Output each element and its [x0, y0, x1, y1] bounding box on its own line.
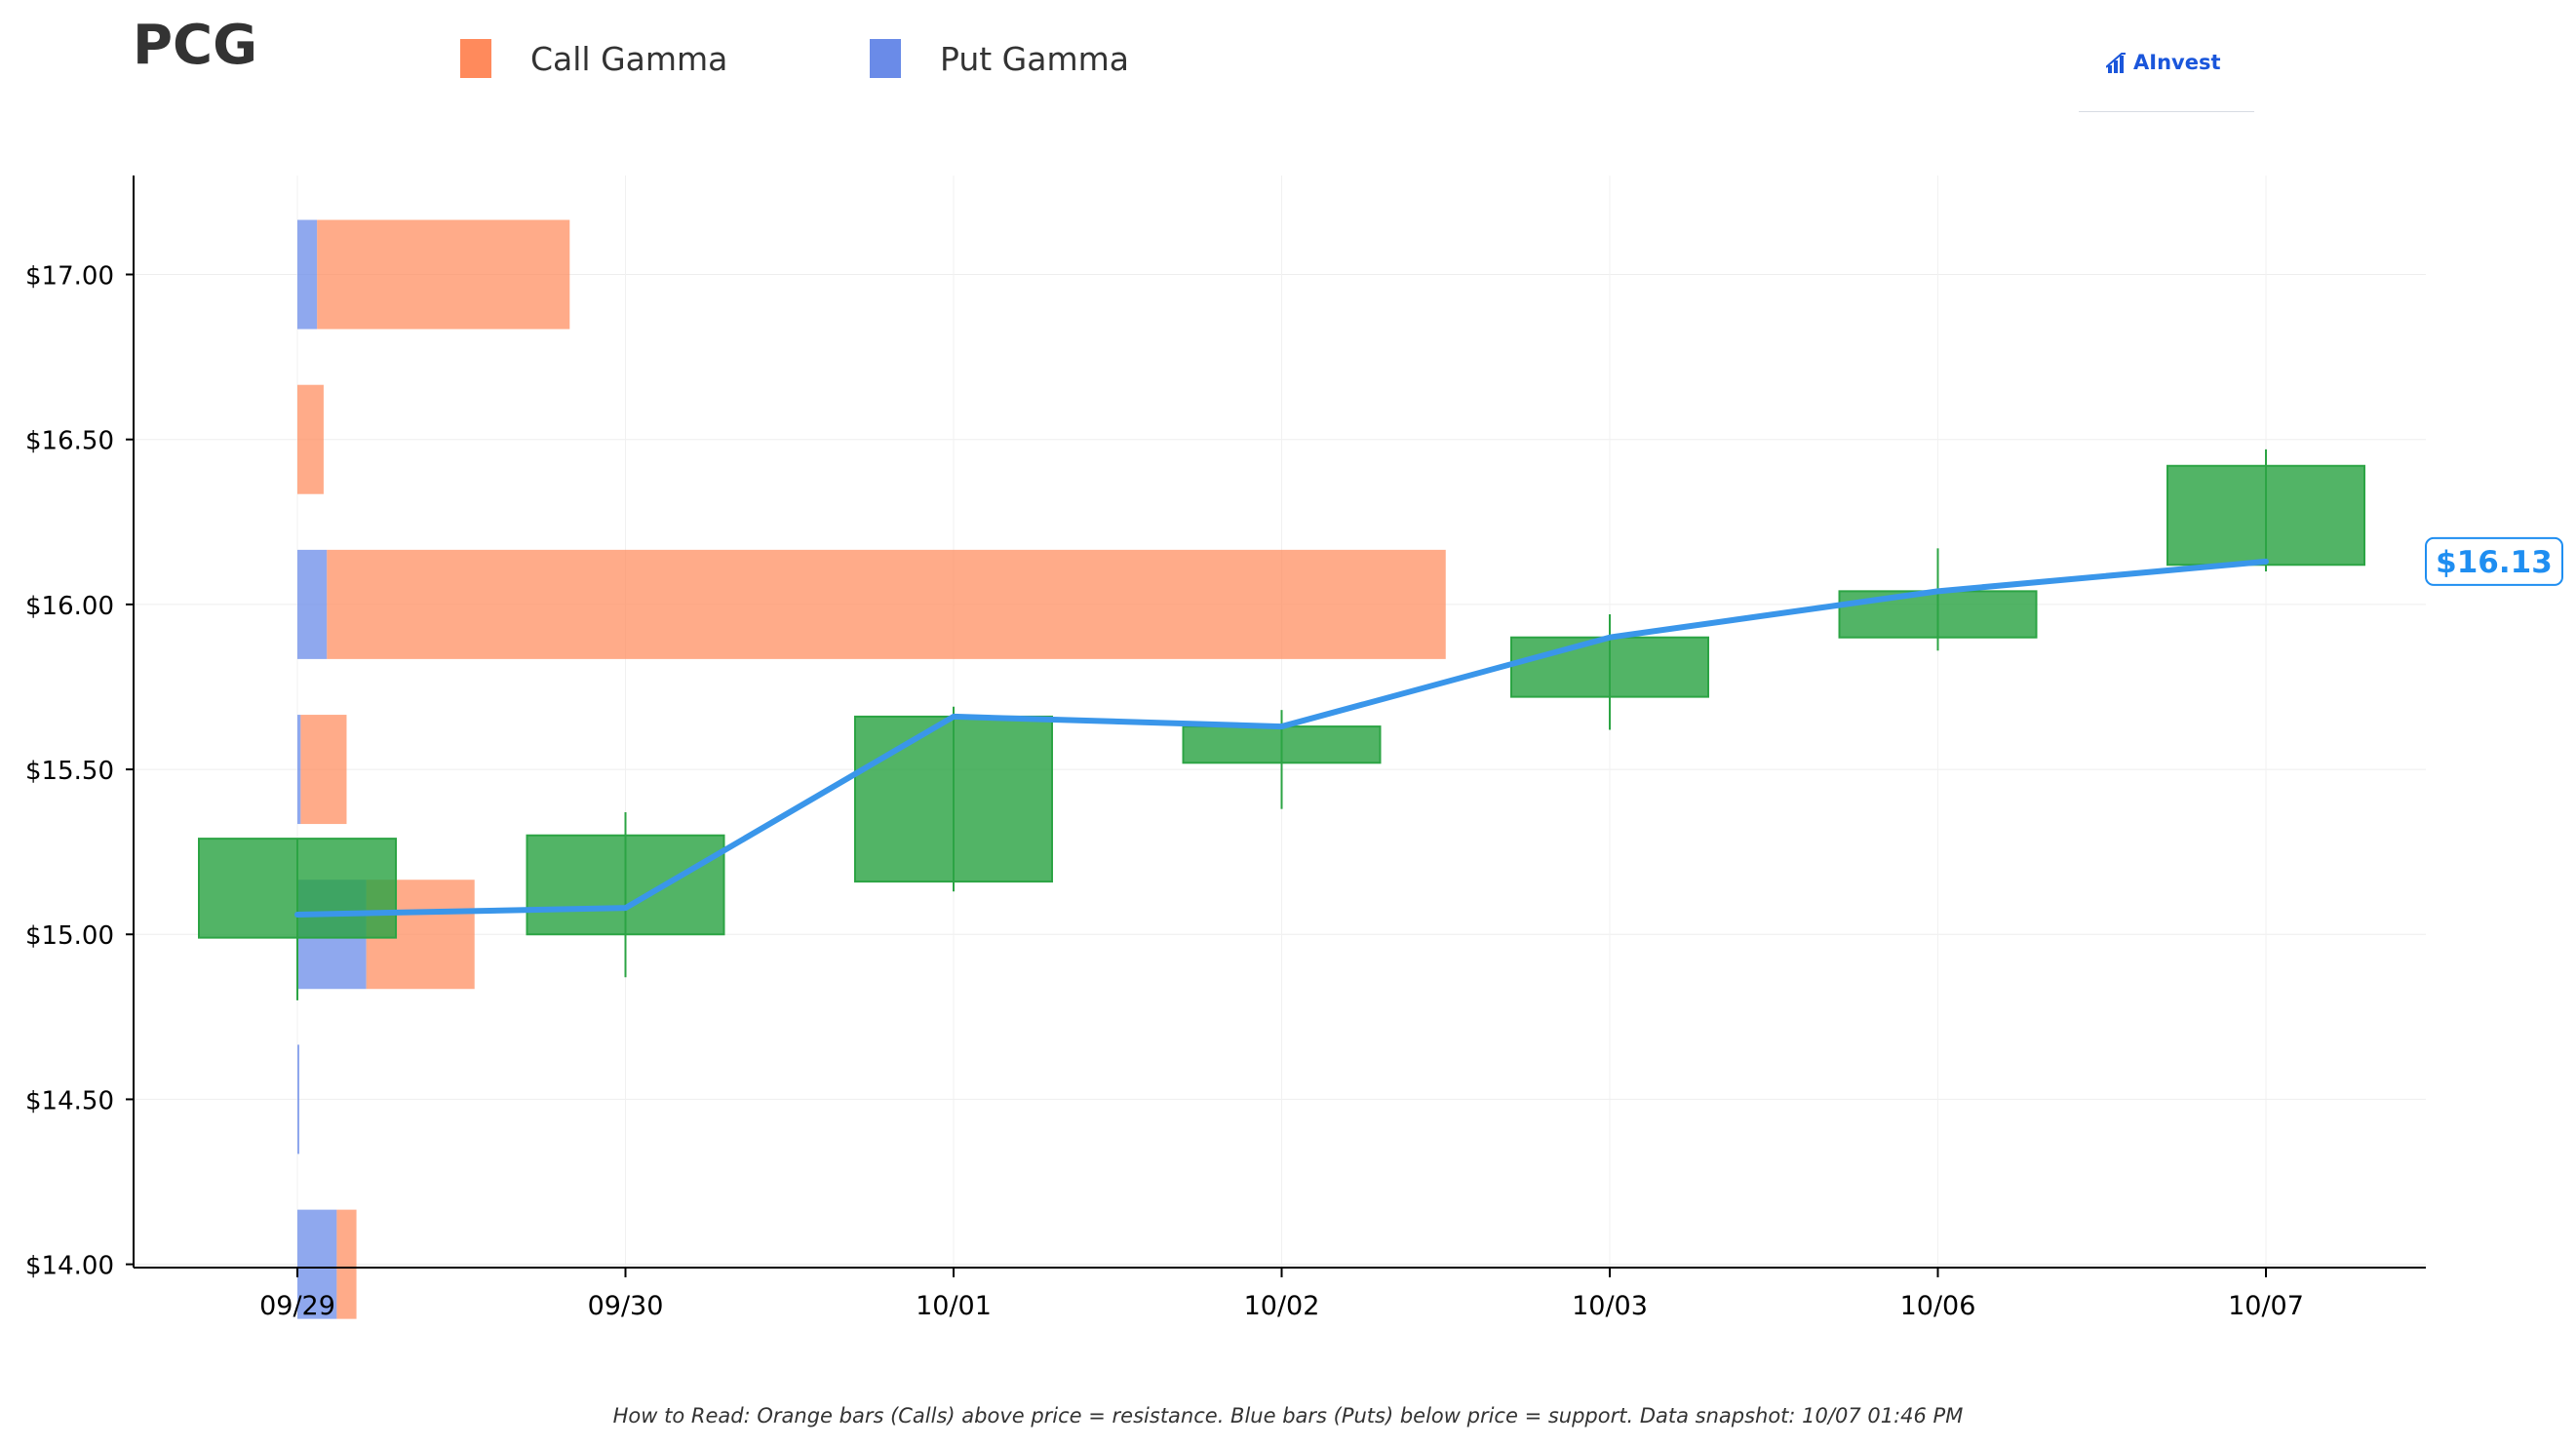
last-price-tag	[2425, 536, 2563, 586]
call-gamma-label: Call Gamma	[530, 39, 728, 78]
candle-body	[2166, 464, 2365, 567]
call-gamma-bar	[327, 549, 1446, 659]
put-gamma-bar	[297, 549, 328, 659]
axis-labels: $16.13 $14.00 $14.50 $15.00 $15.50 $16.00 $16.…	[25, 262, 2563, 1321]
x-tick-label: 10/02	[1244, 1291, 1320, 1321]
y-tick-label: $14.50	[25, 1086, 114, 1115]
y-tick-label: $14.00	[25, 1252, 114, 1281]
x-tick-label: 10/07	[2228, 1291, 2304, 1321]
candle-body	[198, 838, 397, 939]
legend-call-gamma: Call Gamma	[460, 37, 727, 80]
put-gamma-bar	[297, 219, 318, 330]
candle-body	[1182, 725, 1382, 764]
brand-divider	[2079, 111, 2254, 112]
put-gamma-label: Put Gamma	[940, 39, 1129, 78]
price-line	[294, 558, 2269, 918]
y-tick-label: $15.00	[25, 921, 114, 951]
y-tick-label: $15.50	[25, 757, 114, 786]
x-tick-label: 09/30	[588, 1291, 664, 1321]
call-gamma-swatch	[460, 39, 491, 78]
candle-body	[854, 715, 1053, 883]
x-tick-label: 10/03	[1572, 1291, 1648, 1321]
x-tick-label: 09/29	[259, 1291, 335, 1321]
call-gamma-bar	[317, 219, 570, 330]
y-tick-label: $16.50	[25, 427, 114, 456]
x-tick-label: 10/01	[916, 1291, 992, 1321]
put-gamma-bar	[297, 715, 301, 825]
x-tick-label: 10/06	[1900, 1291, 1976, 1321]
candle-body	[526, 834, 725, 936]
candles	[198, 449, 2365, 1000]
candle-body	[1510, 636, 1709, 698]
y-tick-label: $17.00	[25, 262, 114, 292]
footnote: How to Read: Orange bars (Calls) above p…	[612, 1404, 1964, 1427]
grid-lines	[134, 176, 2426, 1268]
legend-put-gamma: Put Gamma	[870, 37, 1129, 80]
last-price-label: $16.13	[2436, 545, 2553, 580]
call-gamma-bar	[336, 1209, 357, 1319]
gamma-bars	[297, 219, 1446, 1319]
put-gamma-bar	[297, 1209, 337, 1319]
put-gamma-bar	[297, 1044, 299, 1154]
y-tick-label: $16.00	[25, 592, 114, 621]
put-gamma-swatch	[870, 39, 901, 78]
axes	[126, 176, 2426, 1277]
call-gamma-bar	[300, 715, 347, 825]
brand-name: AInvest	[2133, 51, 2221, 74]
ticker-title: PCG	[133, 14, 258, 77]
brand-logo: AInvest	[2106, 51, 2221, 74]
call-gamma-bar	[297, 384, 324, 494]
chart-bars-icon	[2106, 53, 2126, 73]
price-line-layer	[294, 558, 2269, 918]
